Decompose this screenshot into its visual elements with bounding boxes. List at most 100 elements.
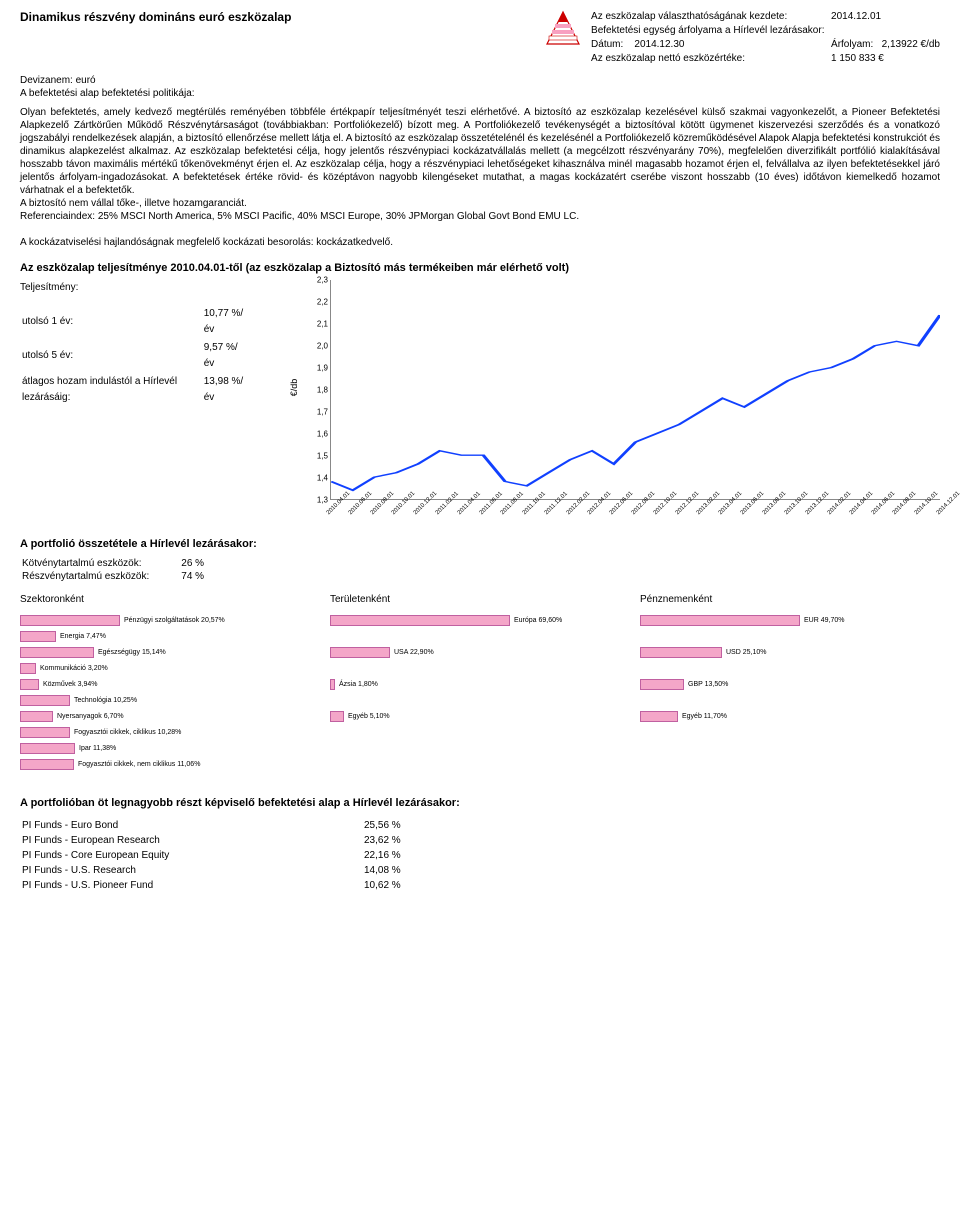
- y-tick: 1,6: [304, 430, 328, 439]
- rate-value: 2,13922 €/db: [882, 39, 940, 50]
- fund-pct: 14,08 %: [364, 864, 401, 877]
- bar: [20, 759, 74, 770]
- bar: [20, 679, 39, 690]
- bar: [640, 615, 800, 626]
- perf-row-label: utolsó 5 év:: [22, 340, 202, 372]
- currency-col-title: Pénznemenként: [640, 594, 940, 605]
- reference-line: Referenciaindex: 25% MSCI North America,…: [20, 210, 940, 223]
- bar-label: Nyersanyagok 6,70%: [57, 713, 124, 720]
- comp-row-value: 74 %: [181, 571, 234, 582]
- bar-label: Kommunikáció 3,20%: [40, 665, 108, 672]
- fund-pct: 23,62 %: [364, 834, 401, 847]
- start-date-label: Az eszközalap választhatóságának kezdete…: [591, 10, 811, 24]
- fund-pct: 10,62 %: [364, 879, 401, 892]
- bar-label: Egyéb 11,70%: [682, 713, 727, 720]
- composition-table: Kötvénytartalmú eszközök:26 %Részvénytar…: [20, 556, 236, 584]
- comp-row-value: 26 %: [181, 558, 234, 569]
- bar: [640, 647, 722, 658]
- nav-value: 1 150 833 €: [831, 52, 884, 66]
- bar-label: Pénzügyi szolgáltatások 20,57%: [124, 617, 225, 624]
- fund-name: PI Funds - Euro Bond: [22, 819, 362, 832]
- y-tick: 1,9: [304, 364, 328, 373]
- policy-body: Olyan befektetés, amely kedvező megtérül…: [20, 106, 940, 197]
- y-tick: 1,7: [304, 408, 328, 417]
- bar-label: Egészségügy 15,14%: [98, 649, 166, 656]
- pyramid-icon: [543, 10, 583, 46]
- bar: [330, 615, 510, 626]
- bar: [20, 647, 94, 658]
- fund-name: PI Funds - U.S. Research: [22, 864, 362, 877]
- rate-label: Árfolyam:: [831, 39, 873, 50]
- y-tick: 2,1: [304, 320, 328, 329]
- top5-table: PI Funds - Euro Bond25,56 %PI Funds - Eu…: [20, 817, 403, 894]
- region-col-title: Területenként: [330, 594, 630, 605]
- y-tick: 2,2: [304, 298, 328, 307]
- y-axis-label: €/db: [289, 379, 299, 397]
- bar: [20, 711, 53, 722]
- fund-name: PI Funds - European Research: [22, 834, 362, 847]
- bar: [20, 727, 70, 738]
- y-tick: 1,3: [304, 496, 328, 505]
- bar-label: Energia 7,47%: [60, 633, 106, 640]
- risk-classification: A kockázatviselési hajlandóságnak megfel…: [20, 237, 940, 248]
- date-value: 2014.12.30: [634, 39, 684, 50]
- region-bars: Európa 69,60% USA 22,90% Ázsia 1,80% Egyéb …: [330, 613, 630, 723]
- currency-bars: EUR 49,70% USD 25,10% GBP 13,50% Egyéb 11,7…: [640, 613, 940, 723]
- perf-row-value: 9,57 %/év: [204, 340, 258, 372]
- policy-heading: A befektetési alap befektetési politikáj…: [20, 87, 940, 100]
- bar-label: USD 25,10%: [726, 649, 766, 656]
- bar-label: Fogyasztói cikkek, ciklikus 10,28%: [74, 729, 181, 736]
- nav-label: Az eszközalap nettó eszközértéke:: [591, 52, 811, 66]
- performance-table: utolsó 1 év:10,77 %/évutolsó 5 év:9,57 %…: [20, 304, 260, 408]
- bar: [20, 743, 75, 754]
- chart-line: [331, 315, 940, 490]
- line-chart: €/db 1,31,41,51,61,71,81,92,02,12,22,3 2…: [300, 280, 940, 520]
- bar: [20, 615, 120, 626]
- comp-row-label: Részvénytartalmú eszközök:: [22, 571, 179, 582]
- start-date-value: 2014.12.01: [831, 10, 881, 24]
- bar-label: Ipar 11,38%: [79, 745, 116, 752]
- performance-heading: Teljesítmény:: [20, 280, 260, 296]
- bar-label: Egyéb 5,10%: [348, 713, 390, 720]
- bar-label: Fogyasztói cikkek, nem ciklikus 11,06%: [78, 761, 200, 768]
- bar: [640, 679, 684, 690]
- y-tick: 1,8: [304, 386, 328, 395]
- bar: [330, 647, 390, 658]
- fund-pct: 22,16 %: [364, 849, 401, 862]
- bar: [20, 631, 56, 642]
- page-title: Dinamikus részvény domináns euró eszköza…: [20, 10, 291, 24]
- bar: [330, 679, 335, 690]
- bar-label: Ázsia 1,80%: [339, 681, 378, 688]
- unit-price-label: Befektetési egység árfolyama a Hírlevél …: [591, 24, 940, 38]
- y-tick: 1,4: [304, 474, 328, 483]
- fund-name: PI Funds - U.S. Pioneer Fund: [22, 879, 362, 892]
- perf-row-value: 10,77 %/év: [204, 306, 258, 338]
- perf-row-label: utolsó 1 év:: [22, 306, 202, 338]
- bar-label: EUR 49,70%: [804, 617, 844, 624]
- bar-label: GBP 13,50%: [688, 681, 728, 688]
- bar-label: Technológia 10,25%: [74, 697, 137, 704]
- fund-pct: 25,56 %: [364, 819, 401, 832]
- sector-bars: Pénzügyi szolgáltatások 20,57% Energia 7,…: [20, 613, 320, 771]
- bar: [20, 695, 70, 706]
- bar-label: USA 22,90%: [394, 649, 434, 656]
- sector-col-title: Szektoronként: [20, 594, 320, 605]
- comp-row-label: Kötvénytartalmú eszközök:: [22, 558, 179, 569]
- y-tick: 2,3: [304, 276, 328, 285]
- bar: [640, 711, 678, 722]
- y-tick: 2,0: [304, 342, 328, 351]
- date-label: Dátum:: [591, 39, 623, 50]
- currency-line: Devizanem: euró: [20, 74, 940, 87]
- perf-row-label: átlagos hozam indulástól a Hírlevél lezá…: [22, 374, 202, 406]
- bar-label: Európa 69,60%: [514, 617, 562, 624]
- bar: [330, 711, 344, 722]
- fund-name: PI Funds - Core European Equity: [22, 849, 362, 862]
- top5-title: A portfolióban öt legnagyobb részt képvi…: [20, 797, 940, 809]
- performance-title: Az eszközalap teljesítménye 2010.04.01-t…: [20, 262, 940, 274]
- y-tick: 1,5: [304, 452, 328, 461]
- guarantee-line: A biztosító nem vállal tőke-, illetve ho…: [20, 197, 940, 210]
- composition-title: A portfolió összetétele a Hírlevél lezár…: [20, 538, 940, 550]
- header-info: Az eszközalap választhatóságának kezdete…: [591, 10, 940, 66]
- bar-label: Közművek 3,94%: [43, 681, 97, 688]
- bar: [20, 663, 36, 674]
